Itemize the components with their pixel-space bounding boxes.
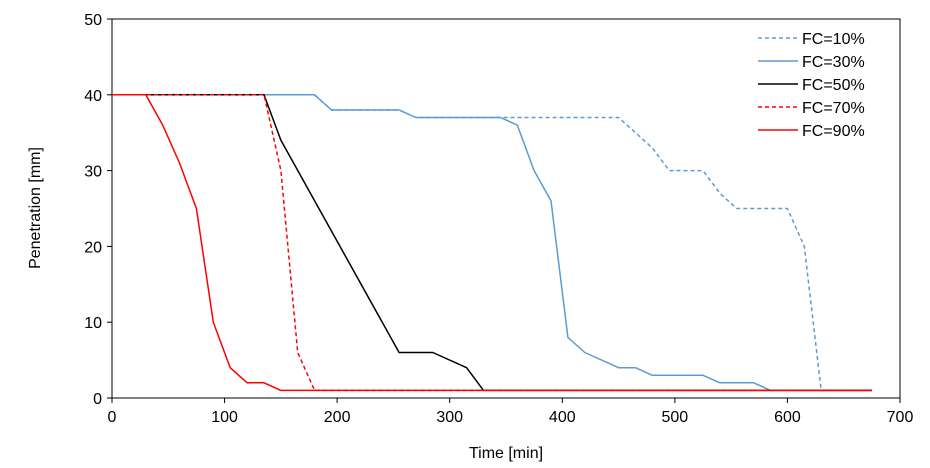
legend-label: FC=90% <box>802 123 865 140</box>
x-tick-label: 300 <box>436 409 463 426</box>
y-tick-label: 10 <box>84 315 102 332</box>
legend-label: FC=70% <box>802 100 865 117</box>
y-tick-label: 30 <box>84 164 102 181</box>
x-tick-label: 700 <box>887 409 914 426</box>
x-axis-title: Time [min] <box>469 445 543 462</box>
x-tick-label: 0 <box>108 409 117 426</box>
legend-label: FC=10% <box>802 31 865 48</box>
y-tick-label: 40 <box>84 88 102 105</box>
series-layer <box>112 94 872 392</box>
x-tick-label: 100 <box>211 409 238 426</box>
x-axis: 0 100 200 300 400 500 600 700 <box>108 398 914 426</box>
y-tick-label: 20 <box>84 239 102 256</box>
legend-label: FC=50% <box>802 77 865 94</box>
y-axis-title: Penetration [mm] <box>27 147 44 269</box>
series-line-fc-90- <box>112 94 872 392</box>
legend: FC=10% FC=30% FC=50% FC=70% FC=90% <box>758 31 865 140</box>
x-tick-label: 400 <box>549 409 576 426</box>
series-line-fc-30- <box>112 94 872 392</box>
plot-frame <box>111 18 901 399</box>
series-line-fc-50- <box>112 94 872 392</box>
legend-label: FC=30% <box>802 54 865 71</box>
x-tick-label: 200 <box>324 409 351 426</box>
x-tick-label: 500 <box>662 409 689 426</box>
y-axis: 0 10 20 30 40 50 <box>84 12 112 408</box>
x-tick-label: 600 <box>774 409 801 426</box>
y-tick-label: 50 <box>84 12 102 29</box>
y-tick-label: 0 <box>93 391 102 408</box>
